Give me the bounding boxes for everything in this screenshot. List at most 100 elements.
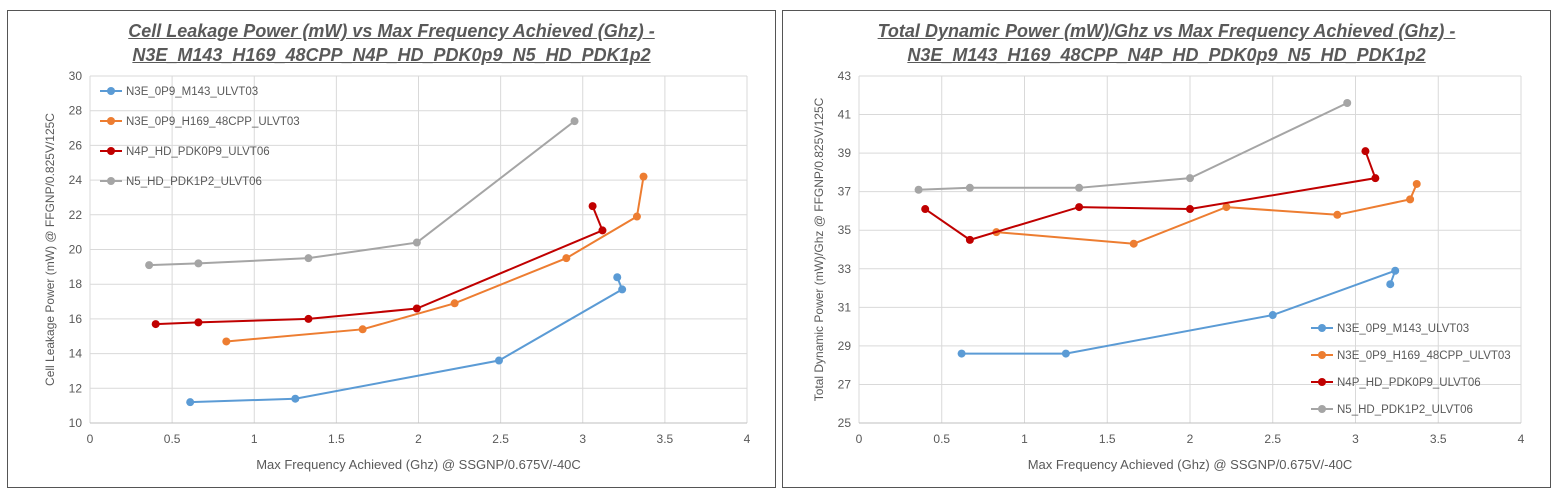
data-point [588, 202, 597, 211]
x-tick-label: 4 [1518, 432, 1525, 446]
data-point [358, 325, 367, 334]
data-point [1075, 203, 1084, 212]
data-point [613, 273, 622, 282]
x-axis-label: Max Frequency Achieved (Ghz) @ SSGNP/0.6… [256, 457, 581, 472]
x-tick-label: 1.5 [1099, 432, 1116, 446]
x-tick-label: 1 [1021, 432, 1028, 446]
y-tick-label: 28 [69, 104, 83, 118]
data-point [1391, 266, 1400, 275]
data-point [1361, 147, 1370, 156]
data-point [450, 299, 459, 308]
y-tick-label: 29 [838, 339, 852, 353]
data-point [222, 337, 231, 346]
dynamic-power-chart-panel: Total Dynamic Power (mW)/Ghz vs Max Freq… [782, 10, 1551, 488]
data-point [1386, 280, 1395, 289]
legend-marker [107, 117, 115, 125]
y-tick-label: 16 [69, 312, 83, 326]
data-point [151, 320, 160, 329]
data-point [1129, 239, 1138, 248]
data-point [304, 254, 313, 263]
data-point [1412, 179, 1421, 188]
leakage-chart: 0 0.5 1 1.5 2 2.5 3 3.5 4 10 12 14 16 18 20 22 24 26 28 30 M… [43, 69, 751, 472]
y-tick-label: 25 [838, 416, 852, 430]
title-line-1: Total Dynamic Power (mW)/Ghz vs Max Freq… [877, 21, 1456, 41]
legend-label: N3E_0P9_H169_48CPP_ULVT03 [1337, 350, 1511, 362]
y-tick-label: 43 [838, 69, 852, 83]
data-point [194, 318, 203, 327]
data-point [562, 254, 571, 263]
x-axis-label: Max Frequency Achieved (Ghz) @ SSGNP/0.6… [1028, 457, 1353, 472]
legend-label: N3E_0P9_M143_ULVT03 [1337, 323, 1469, 335]
legend-marker [1318, 324, 1326, 332]
data-point [1061, 349, 1070, 358]
data-point [1186, 205, 1194, 214]
x-tick-label: 2 [415, 432, 422, 446]
leakage-chart-panel: Cell Leakage Power (mW) vs Max Frequency… [7, 10, 776, 488]
data-point [194, 259, 203, 268]
legend-label: N3E_0P9_M143_ULVT03 [126, 86, 258, 98]
data-point [1075, 183, 1084, 192]
series-line-0 [961, 269, 1397, 355]
data-point [639, 172, 648, 181]
data-point [632, 212, 641, 221]
data-point [618, 285, 627, 294]
data-point [914, 185, 923, 194]
legend-label: N3E_0P9_H169_48CPP_ULVT03 [126, 116, 300, 128]
legend-label: N5_HD_PDK1P2_ULVT06 [1337, 404, 1473, 416]
legend-marker [107, 177, 115, 185]
x-tick-label: 1.5 [328, 432, 345, 446]
y-axis-label: Total Dynamic Power (mW)/Ghz @ FFGNP/0.8… [812, 97, 826, 401]
legend-label: N5_HD_PDK1P2_ULVT06 [126, 176, 262, 188]
data-point [921, 205, 930, 214]
chart-title: Total Dynamic Power (mW)/Ghz vs Max Freq… [783, 19, 1550, 67]
data-point [412, 304, 421, 313]
x-tick-label: 2.5 [1264, 432, 1281, 446]
y-tick-label: 31 [838, 300, 852, 314]
y-tick-label: 12 [69, 381, 83, 395]
y-tick-label: 30 [69, 69, 83, 83]
dynamic-power-chart: 0 0.5 1 1.5 2 2.5 3 3.5 4 25 27 29 31 33 35 37 39 41 43 Max… [812, 69, 1525, 472]
data-point [291, 394, 300, 403]
y-tick-label: 20 [69, 243, 83, 257]
data-point [304, 314, 313, 323]
x-tick-label: 0 [856, 432, 863, 446]
y-tick-label: 33 [838, 262, 852, 276]
legend-marker [1318, 378, 1326, 386]
data-point [965, 183, 974, 192]
data-point [1222, 203, 1231, 212]
x-tick-label: 3.5 [657, 432, 674, 446]
legend-label: N4P_HD_PDK0P9_ULVT06 [126, 146, 270, 158]
y-tick-label: 24 [69, 173, 83, 187]
x-tick-label: 4 [744, 432, 751, 446]
data-point [412, 238, 421, 247]
legend-marker [1318, 405, 1326, 413]
x-tick-label: 2.5 [492, 432, 509, 446]
data-point [1371, 174, 1380, 183]
data-point [1186, 174, 1194, 183]
series-line-2 [924, 150, 1377, 241]
x-tick-label: 0.5 [164, 432, 181, 446]
y-tick-label: 41 [838, 108, 852, 122]
y-tick-label: 22 [69, 208, 83, 222]
series-line-3 [918, 102, 1348, 191]
title-line-2: N3E_M143_H169_48CPP_N4P_HD_PDK0p9_N5_HD_… [907, 45, 1426, 65]
chart-title: Cell Leakage Power (mW) vs Max Frequency… [8, 19, 775, 67]
x-tick-label: 2 [1187, 432, 1194, 446]
x-tick-label: 3 [579, 432, 586, 446]
data-point [494, 356, 503, 365]
data-point [570, 117, 579, 126]
series-line-3 [149, 120, 576, 267]
legend-label: N4P_HD_PDK0P9_ULVT06 [1337, 377, 1481, 389]
y-axis-label: Cell Leakage Power (mW) @ FFGNP/0.825V/1… [43, 113, 57, 386]
y-tick-label: 18 [69, 277, 83, 291]
legend-marker [107, 147, 115, 155]
y-tick-label: 35 [838, 223, 852, 237]
x-tick-label: 0.5 [933, 432, 950, 446]
y-tick-label: 27 [838, 377, 852, 391]
y-tick-label: 37 [838, 185, 852, 199]
legend-marker [107, 87, 115, 95]
data-point [1268, 311, 1277, 320]
title-line-2: N3E_M143_H169_48CPP_N4P_HD_PDK0p9_N5_HD_… [132, 45, 651, 65]
y-tick-label: 10 [69, 416, 83, 430]
data-point [1343, 98, 1352, 107]
